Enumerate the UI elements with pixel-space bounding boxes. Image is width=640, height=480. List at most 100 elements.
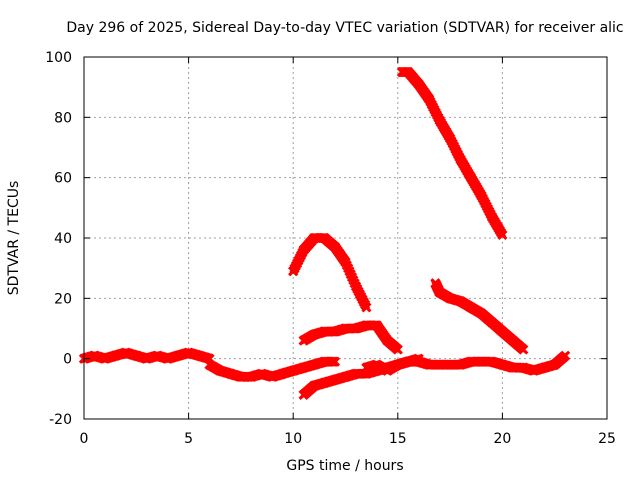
data-point [518,362,529,373]
data-point [288,266,299,277]
data-point [89,350,100,361]
data-point [424,359,435,370]
data-point [298,335,309,346]
x-tick-label: 10 [284,431,302,447]
data-points [78,67,571,400]
data-point [340,257,351,268]
data-point [465,356,477,367]
data-point [424,94,435,105]
data-point [361,362,372,373]
data-point [455,296,466,307]
data-point [298,362,309,373]
x-tick-label: 0 [80,431,89,447]
data-point [225,368,236,379]
data-point [298,245,309,256]
data-point [476,308,487,319]
data-point [382,335,393,346]
data-point [486,356,498,367]
data-point [288,365,299,376]
data-point [141,353,152,364]
data-point [476,356,487,367]
data-point [235,371,246,382]
x-tick-label: 5 [184,431,193,447]
axis-ticks: 0 5 10 15 20 25 -20 0 20 40 60 80 100 [45,50,616,447]
grid [84,57,607,419]
data-point [173,350,184,361]
data-point [298,389,309,400]
data-point [350,368,362,379]
y-tick-label: 0 [63,352,72,368]
data-point [434,359,445,370]
data-series-5 [298,350,571,400]
data-point [430,278,441,289]
y-tick-label: 40 [54,231,72,247]
data-point [382,365,393,376]
data-point [528,365,539,376]
x-tick-label: 15 [389,431,407,447]
data-point [204,359,215,370]
data-point [549,359,560,370]
data-series-3 [288,232,372,313]
data-point [319,326,330,337]
data-point [507,335,518,346]
data-point [329,374,341,385]
chart-title: Day 296 of 2025, Sidereal Day-to-day VTE… [66,20,623,36]
data-point [319,356,330,367]
data-point [392,344,403,355]
data-point [371,320,382,331]
data-point [392,359,403,370]
x-tick-label: 20 [493,431,511,447]
data-point [309,359,320,370]
data-point [497,326,508,337]
data-point [329,241,341,253]
data-point [340,323,351,334]
data-point [99,353,110,364]
data-point [309,232,320,244]
data-point [434,287,445,298]
data-point [309,329,320,340]
data-point [361,302,372,313]
data-point [413,353,424,364]
data-series-4 [298,320,403,355]
data-point [486,317,498,328]
data-point [110,350,121,361]
data-series-1 [78,347,215,364]
data-point [214,365,226,376]
y-tick-label: 80 [54,110,72,126]
data-point [497,229,508,241]
data-point [319,377,330,388]
data-point [183,347,194,358]
data-point [340,371,351,382]
y-tick-label: 20 [54,291,72,307]
data-point [267,371,278,382]
data-point [193,350,205,361]
data-point [131,350,142,361]
x-tick-label: 25 [598,431,616,447]
y-tick-label: 60 [54,171,72,187]
y-axis-label: SDTVAR / TECUs [6,181,22,296]
data-point [413,79,424,90]
data-point [539,362,550,373]
data-point [350,323,362,334]
data-point [246,371,257,382]
data-point [560,350,571,361]
data-point [465,172,477,183]
data-point [445,293,456,304]
y-tick-label: -20 [49,412,72,428]
data-point [361,320,372,331]
data-point [434,115,445,126]
data-series-8 [361,353,424,376]
data-series-7 [430,278,529,355]
data-point [277,368,288,379]
data-point [329,356,341,367]
data-point [319,232,330,244]
data-point [445,359,456,370]
data-point [497,359,508,370]
data-point [403,356,414,367]
data-point [329,326,341,337]
data-point [403,67,414,78]
data-point [518,344,529,355]
y-tick-label: 100 [45,50,72,66]
data-point [256,368,267,379]
